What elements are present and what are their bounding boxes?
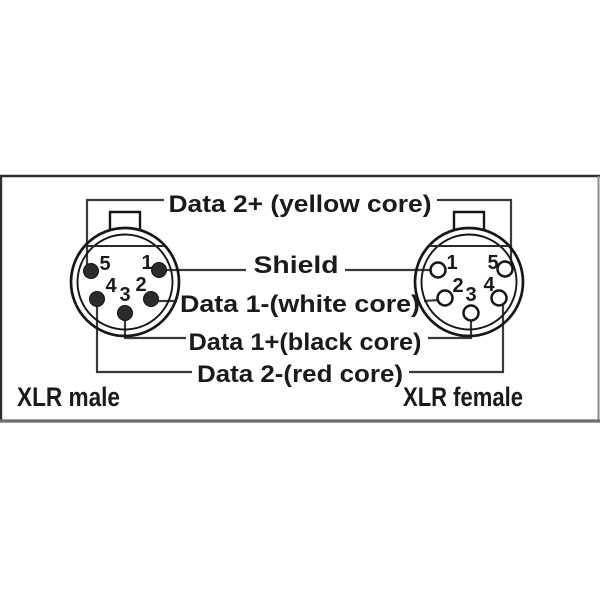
- wire-label-shield: Shield: [254, 252, 339, 279]
- female-pin-5: [496, 260, 514, 278]
- wire-label-data2-plus: Data 2+ (yellow core): [169, 191, 432, 218]
- male-pin-5-number: 5: [99, 253, 110, 275]
- male-pin-1-number: 1: [141, 252, 152, 274]
- female-pin-5-number: 5: [487, 252, 498, 274]
- male-pin-1: [151, 262, 167, 278]
- female-pin-3: [462, 304, 480, 322]
- female-pin-2: [436, 289, 454, 307]
- wire-data1-plus-right: [428, 320, 473, 340]
- caption-xlr-male: XLR male: [17, 382, 120, 412]
- wire-label-data1-plus: Data 1+(black core): [189, 329, 422, 356]
- male-keyway-tab: [108, 210, 142, 230]
- female-insert-ring: [420, 233, 518, 331]
- male-pin-4: [89, 291, 105, 307]
- wire-data1-minus: [158, 298, 440, 303]
- male-pin-5: [83, 263, 99, 279]
- xlr-female-connector: 1 5 2 4 3: [413, 210, 525, 338]
- wire-data1-plus-left: [123, 320, 186, 340]
- female-pin-4: [490, 289, 508, 307]
- male-pin-3: [117, 305, 133, 321]
- male-pin-2-number: 2: [135, 274, 146, 296]
- wire-data1-minus-right: [423, 298, 440, 303]
- wire-label-data2-minus: Data 2-(red core): [197, 361, 403, 388]
- diagram-frame: [0, 174, 600, 423]
- male-pin-3-number: 3: [119, 284, 130, 306]
- female-pin-4-number: 4: [483, 274, 495, 296]
- wire-label-data1-minus: Data 1-(white core): [180, 291, 420, 318]
- wire-data1-plus: [123, 320, 473, 340]
- wire-data2-minus-right: [409, 305, 505, 374]
- male-pin-2: [143, 291, 159, 307]
- female-pin-1-number: 1: [446, 252, 457, 274]
- female-keyway-tab: [452, 210, 486, 230]
- xlr-male-connector: 5 1 4 2 3: [69, 210, 181, 338]
- wire-data2-plus-right: [437, 198, 513, 265]
- female-pin-1: [429, 261, 447, 279]
- male-insert-ring: [76, 233, 174, 331]
- female-pin-3-number: 3: [465, 284, 476, 306]
- male-outer-shell: [69, 226, 181, 338]
- female-outer-shell: [413, 226, 525, 338]
- caption-xlr-female: XLR female: [403, 382, 523, 412]
- male-pin-4-number: 4: [105, 275, 117, 297]
- female-pin-2-number: 2: [452, 275, 463, 297]
